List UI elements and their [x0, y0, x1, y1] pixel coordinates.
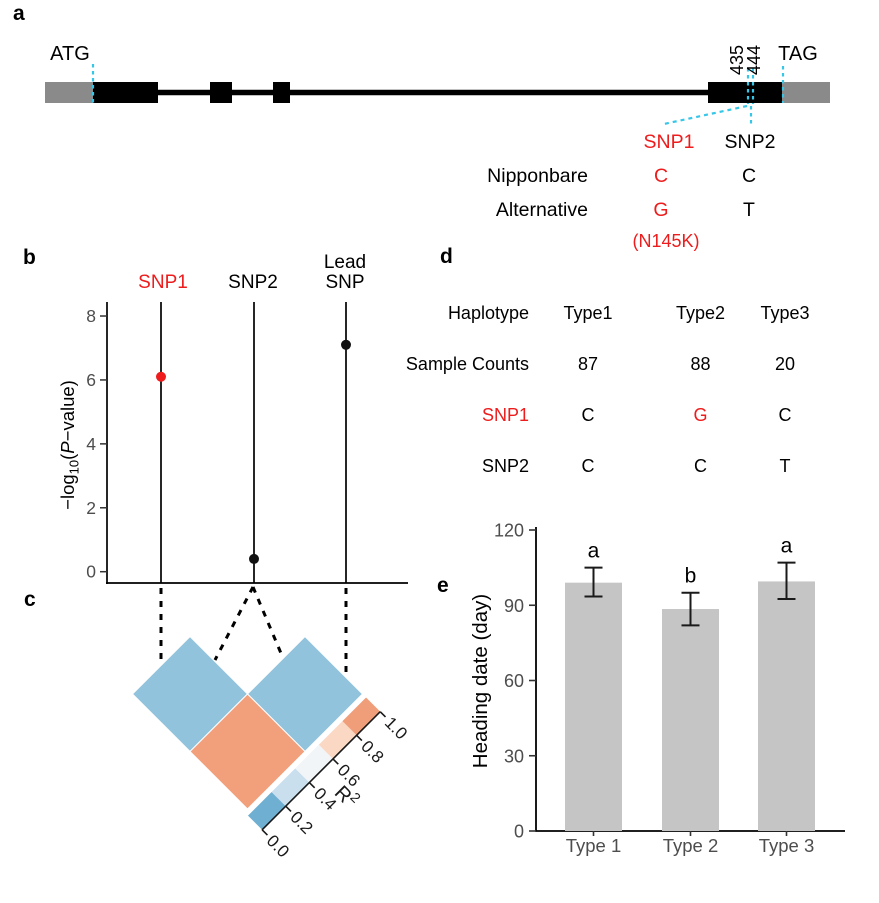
sample-count-type2: 88	[690, 354, 711, 374]
y-tick-label: 4	[86, 434, 96, 454]
significance-letter: a	[588, 540, 600, 563]
hap-header-label: Haplotype	[447, 303, 529, 323]
y-tick-label: 60	[504, 671, 524, 691]
scale-segment-4	[342, 697, 381, 736]
connector-snp2-left	[213, 586, 255, 661]
sample-count-type3: 20	[774, 354, 796, 374]
x-tick-label: Type 3	[759, 835, 815, 856]
panel-b-plot: SNP1 SNP2 Lead SNP 0 2 4 6 8 −log10(P−value)	[57, 252, 408, 584]
panel-a-gene-diagram: ATG TAG 435 444 SNP1 SNP2 Nipponbare C C…	[45, 43, 830, 251]
scale-tick	[285, 805, 292, 813]
y-tick-label: 30	[504, 746, 524, 766]
panel-label-d: d	[440, 245, 453, 268]
y-tick-label: 2	[86, 498, 96, 518]
panel-b-dynamic: 0 2 4 6 8	[86, 306, 351, 582]
column-label-snp2: SNP2	[228, 272, 278, 293]
panel-c-ld-plot: 0.00.20.40.60.81.0 R2	[131, 586, 411, 861]
y-tick-label: 6	[86, 370, 96, 390]
panel-label-a: a	[13, 2, 25, 25]
alternative-snp1-allele: G	[653, 199, 668, 221]
snp1-callout-line	[663, 104, 748, 126]
nipponbare-snp2-allele: C	[742, 165, 756, 187]
scale-segment-0	[247, 792, 286, 830]
scale-tick	[332, 758, 339, 765]
panel-e-bar-chart: 0 30 60 90 120 a Type 1 b Type 2 a Type 3 Heading …	[469, 521, 845, 856]
exon-1	[93, 82, 158, 103]
scale-tick-label: 0.8	[357, 737, 387, 767]
snp1-allele-type3: C	[778, 405, 792, 425]
panel-b-y-axis-title: −log10(P−value)	[57, 380, 82, 510]
snp1-row-label: SNP1	[481, 405, 529, 425]
connector-snp2-right	[251, 586, 285, 659]
panel-label-e: e	[437, 574, 449, 597]
column-label-lead-line1: Lead	[324, 252, 366, 273]
snp2-allele-type2: C	[694, 456, 707, 476]
scale-segment-1	[271, 768, 310, 807]
ld-diamond-group: 0.00.20.40.60.81.0 R2	[131, 635, 411, 861]
sample-count-type1: 87	[577, 354, 599, 374]
y-tick-label: 0	[86, 562, 96, 582]
hap-header-type3: Type3	[760, 303, 810, 323]
y-tick-label: 0	[514, 822, 524, 842]
hap-header-type2: Type2	[675, 303, 726, 323]
snp2-label: SNP2	[725, 131, 776, 153]
bar-type-3	[758, 581, 815, 831]
x-tick-label: Type 1	[566, 835, 622, 856]
data-point-lead-snp	[341, 339, 351, 350]
snp2-allele-type1: C	[581, 456, 595, 476]
snp2-allele-type3: T	[779, 456, 791, 476]
scale-tick	[379, 711, 387, 718]
r-squared-label: R2	[330, 779, 364, 813]
aa-change-label: (N145K)	[632, 231, 699, 251]
exon-3	[273, 82, 290, 103]
bar-type-1	[565, 582, 622, 831]
ld-cell-snp1-lead	[189, 693, 306, 810]
nipponbare-snp1-allele: C	[654, 165, 668, 187]
scale-tick	[308, 781, 316, 789]
x-tick-label: Type 2	[663, 835, 719, 856]
tag-label: TAG	[778, 43, 818, 65]
data-point-snp1	[156, 371, 166, 382]
alternative-label: Alternative	[496, 199, 588, 221]
column-label-lead-line2: SNP	[325, 272, 364, 293]
panel-label-b: b	[23, 246, 36, 269]
snp1-allele-type1: C	[581, 405, 595, 425]
snp1-allele-type2: G	[693, 405, 708, 425]
scale-tick-label: 1.0	[381, 713, 411, 743]
exon-2	[210, 82, 232, 103]
haplotype-table: Haplotype Type1 Type2 Type3 Sample Count…	[405, 288, 816, 492]
data-point-snp2	[249, 553, 259, 564]
column-label-snp1: SNP1	[138, 272, 188, 293]
atg-label: ATG	[50, 43, 90, 65]
nipponbare-label: Nipponbare	[487, 165, 588, 187]
scale-segment-3	[318, 721, 357, 759]
panel-label-c: c	[24, 588, 36, 611]
y-tick-label: 120	[494, 521, 524, 541]
scale-tick	[356, 734, 363, 742]
scale-segment-2	[295, 744, 333, 783]
sample-counts-label: Sample Counts	[405, 354, 529, 374]
exon-4	[708, 82, 782, 103]
scale-tick-label: 0.2	[286, 808, 316, 838]
y-tick-label: 90	[504, 596, 524, 616]
utr-3prime	[782, 82, 830, 103]
ld-scale-axis-line	[261, 711, 381, 831]
significance-letter: a	[781, 535, 793, 558]
snp1-label: SNP1	[644, 131, 695, 153]
position-444-label: 444	[744, 45, 764, 75]
panel-e-dynamic: 0 30 60 90 120 a Type 1 b Type 2 a Type 3	[494, 521, 815, 856]
snp2-row-label: SNP2	[481, 456, 529, 476]
y-tick-label: 8	[86, 306, 96, 326]
alternative-snp2-allele: T	[743, 199, 755, 221]
scale-tick-label: 0.0	[263, 831, 293, 861]
significance-letter: b	[685, 565, 697, 588]
position-435-label: 435	[727, 45, 747, 75]
scale-tick	[261, 829, 268, 836]
bar-type-2	[662, 609, 719, 831]
hap-header-type1: Type1	[563, 303, 613, 323]
panel-e-y-axis-title: Heading date (day)	[469, 594, 492, 768]
utr-5prime	[45, 82, 93, 103]
